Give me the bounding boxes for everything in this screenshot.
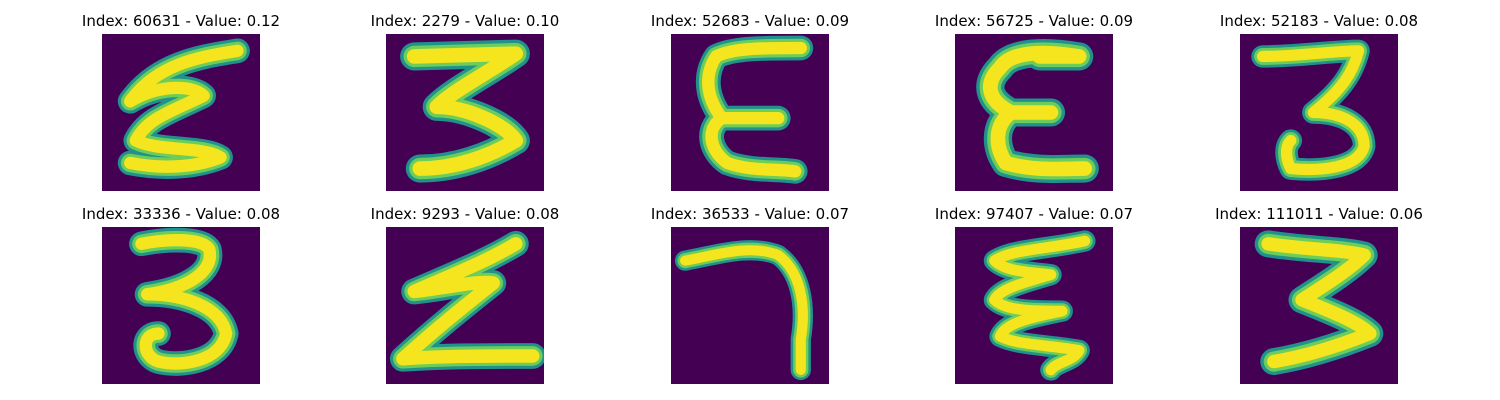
- panel-title: Index: 56725 - Value: 0.09: [924, 12, 1144, 30]
- panel-title: Index: 60631 - Value: 0.12: [71, 12, 291, 30]
- digit-image: [955, 34, 1113, 191]
- digit-image: [102, 227, 260, 384]
- panel-title: Index: 33336 - Value: 0.08: [71, 205, 291, 223]
- digit-image: [671, 227, 829, 384]
- panel-title: Index: 52683 - Value: 0.09: [640, 12, 860, 30]
- digit-image: [386, 227, 544, 384]
- digit-image: [1240, 227, 1398, 384]
- digit-image: [102, 34, 260, 191]
- panel-title: Index: 2279 - Value: 0.10: [355, 12, 575, 30]
- panel-title: Index: 9293 - Value: 0.08: [355, 205, 575, 223]
- digit-image: [1240, 34, 1398, 191]
- digit-image: [671, 34, 829, 191]
- digit-image: [386, 34, 544, 191]
- panel-title: Index: 111011 - Value: 0.06: [1209, 205, 1429, 223]
- panel-title: Index: 36533 - Value: 0.07: [640, 205, 860, 223]
- digit-image: [955, 227, 1113, 384]
- panel-title: Index: 52183 - Value: 0.08: [1209, 12, 1429, 30]
- panel-title: Index: 97407 - Value: 0.07: [924, 205, 1144, 223]
